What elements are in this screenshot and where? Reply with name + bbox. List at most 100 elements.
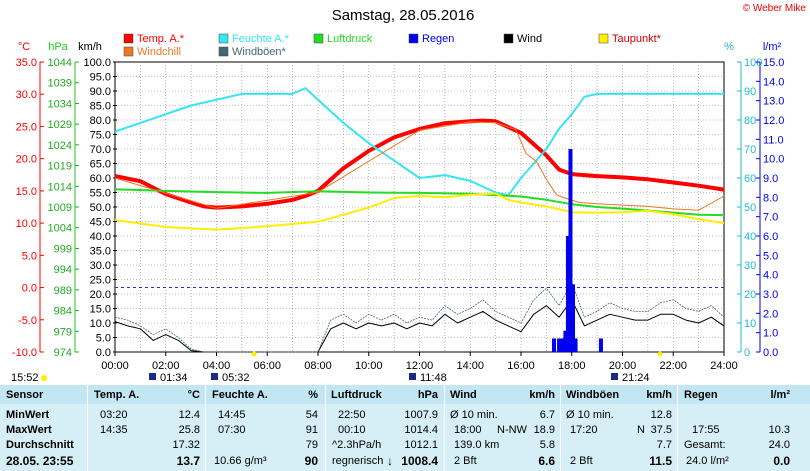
x-tick-label-11: 22:00 bbox=[659, 360, 687, 372]
x-tick-label-10: 20:00 bbox=[609, 360, 637, 372]
time-label-low-2: 11:48 bbox=[420, 372, 447, 384]
rain-bar-4 bbox=[565, 236, 570, 352]
legend-swatch-4 bbox=[503, 33, 514, 44]
temp-tick-label-5: 10.0 bbox=[16, 218, 37, 230]
header-sensor: Sensor bbox=[6, 389, 44, 401]
min-hum-value: 54 bbox=[305, 409, 318, 421]
pressure-tick-label-12: 984 bbox=[54, 306, 72, 318]
pressure-tick-label-5: 1019 bbox=[48, 161, 72, 173]
max-rain-time: 17:55 bbox=[692, 424, 720, 436]
max-press-value: 1014.4 bbox=[404, 424, 438, 436]
cur-gust-bft: 2 Bft bbox=[570, 455, 593, 467]
temp-tick-label-8: -5.0 bbox=[18, 315, 37, 327]
humidity-tick-label-7: 30 bbox=[744, 260, 756, 272]
rain-tick-label-7: 8.0 bbox=[763, 192, 778, 204]
wind-tick-label-8: 60.0 bbox=[90, 173, 111, 185]
wind-tick-label-15: 25.0 bbox=[90, 275, 111, 287]
chart-title: Samstag, 28.05.2016 bbox=[332, 7, 475, 24]
humidity-tick-label-9: 10 bbox=[744, 318, 756, 330]
wind-tick-label-16: 20.0 bbox=[90, 289, 111, 301]
humidity-tick-label-10: 0 bbox=[744, 347, 750, 359]
row-current-label: 28.05. 23:55 bbox=[6, 454, 74, 468]
temp-tick-label-4: 15.0 bbox=[16, 186, 37, 198]
rain-tick-label-10: 5.0 bbox=[763, 250, 778, 262]
pressure-tick-label-4: 1024 bbox=[48, 140, 72, 152]
row-min-label: MinWert bbox=[6, 409, 50, 421]
temp-tick-label-2: 25.0 bbox=[16, 121, 37, 133]
rain-tick-label-5: 10.0 bbox=[763, 154, 784, 166]
min-wind-text: Ø 10 min. bbox=[450, 409, 498, 421]
x-tick-label-0: 00:00 bbox=[101, 360, 129, 372]
x-tick-label-2: 04:00 bbox=[203, 360, 231, 372]
avg-wind-distance: 139.0 km bbox=[454, 439, 500, 451]
pressure-tick-label-2: 1034 bbox=[48, 98, 72, 110]
x-tick-label-8: 16:00 bbox=[507, 360, 535, 372]
x-tick-label-1: 02:00 bbox=[152, 360, 180, 372]
header-gust-unit: km/h bbox=[646, 389, 672, 401]
rain-tick-label-11: 4.0 bbox=[763, 270, 778, 282]
pressure-tick-label-11: 989 bbox=[54, 285, 72, 297]
pressure-tick-label-13: 979 bbox=[54, 326, 72, 338]
wind-tick-label-2: 90.0 bbox=[90, 86, 111, 98]
header-temp: Temp. A. bbox=[94, 389, 140, 401]
cur-temp-value: 13.7 bbox=[176, 454, 200, 468]
cur-hum-value: 90 bbox=[304, 454, 318, 468]
wind-tick-label-13: 35.0 bbox=[90, 246, 111, 258]
avg-press-value: 1012.1 bbox=[404, 439, 438, 451]
legend-swatch-7 bbox=[218, 46, 229, 57]
header-rain: Regen bbox=[684, 389, 718, 401]
rain-bar-3 bbox=[563, 330, 568, 352]
legend-label-2: Luftdruck bbox=[327, 33, 373, 45]
cur-abs-humidity: 10.66 g/m³ bbox=[214, 455, 267, 467]
moon-icon-0 bbox=[149, 373, 156, 380]
rain-tick-label-4: 11.0 bbox=[763, 134, 784, 146]
legend-label-5: Taupunkt* bbox=[612, 33, 662, 45]
rain-bar-1 bbox=[557, 338, 562, 352]
avg-hum-value: 79 bbox=[305, 439, 318, 451]
legend-swatch-5 bbox=[598, 33, 609, 44]
rain-tick-label-2: 13.0 bbox=[763, 96, 784, 108]
max-gust-time: 17:20 bbox=[570, 424, 598, 436]
wind-tick-label-5: 75.0 bbox=[90, 130, 111, 142]
time-label-low-0: 01:34 bbox=[160, 372, 188, 384]
min-gust-value: 12.8 bbox=[650, 409, 672, 421]
max-wind-direction: N-NW bbox=[497, 424, 527, 436]
max-wind-time: 18:00 bbox=[454, 424, 482, 436]
min-gust-text: Ø 10 min. bbox=[566, 409, 614, 421]
wind-tick-label-6: 70.0 bbox=[90, 144, 111, 156]
wind-tick-label-9: 55.0 bbox=[90, 188, 111, 200]
cur-press-arrow: ↓ bbox=[387, 454, 393, 468]
weather-chart: Samstag, 28.05.2016 © Weber Mike Temp. A… bbox=[11, 3, 807, 384]
moon-icon-2 bbox=[409, 373, 416, 380]
min-hum-time: 14:45 bbox=[218, 409, 246, 421]
wind-tick-label-1: 95.0 bbox=[90, 72, 111, 84]
max-temp-time: 14:35 bbox=[100, 424, 128, 436]
header-wind-unit: km/h bbox=[529, 389, 555, 401]
wind-tick-label-3: 85.0 bbox=[90, 101, 111, 113]
x-tick-label-12: 24:00 bbox=[710, 360, 738, 372]
temp-tick-label-1: 30.0 bbox=[16, 89, 37, 101]
series-3-line bbox=[114, 192, 725, 231]
moon-icon-3 bbox=[611, 373, 618, 380]
max-temp-value: 25.8 bbox=[178, 424, 200, 436]
pressure-tick-label-8: 1004 bbox=[48, 223, 72, 235]
legend-label-4: Wind bbox=[517, 33, 542, 45]
time-label-low-1: 05:32 bbox=[222, 372, 250, 384]
rain-bar-8 bbox=[598, 338, 603, 352]
cur-wind-bft: 2 Bft bbox=[454, 455, 477, 467]
temp-tick-label-3: 20.0 bbox=[16, 154, 37, 166]
legend-swatch-6 bbox=[123, 46, 134, 57]
rain-bar-2 bbox=[560, 338, 565, 352]
legend-swatch-2 bbox=[313, 33, 324, 44]
cur-gust-value: 11.5 bbox=[649, 454, 672, 468]
rain-unit-label: l/m² bbox=[763, 41, 782, 53]
min-wind-value: 6.7 bbox=[539, 409, 555, 421]
pressure-tick-label-10: 994 bbox=[54, 264, 72, 276]
wind-tick-label-18: 10.0 bbox=[90, 318, 111, 330]
cur-wind-value: 6.6 bbox=[538, 454, 555, 468]
header-pressure-unit: hPa bbox=[417, 389, 438, 401]
wind-tick-label-4: 80.0 bbox=[90, 115, 111, 127]
header-pressure: Luftdruck bbox=[331, 389, 382, 401]
avg-rain-text: Gesamt: bbox=[684, 439, 726, 451]
legend-label-7: Windböen* bbox=[232, 46, 287, 58]
